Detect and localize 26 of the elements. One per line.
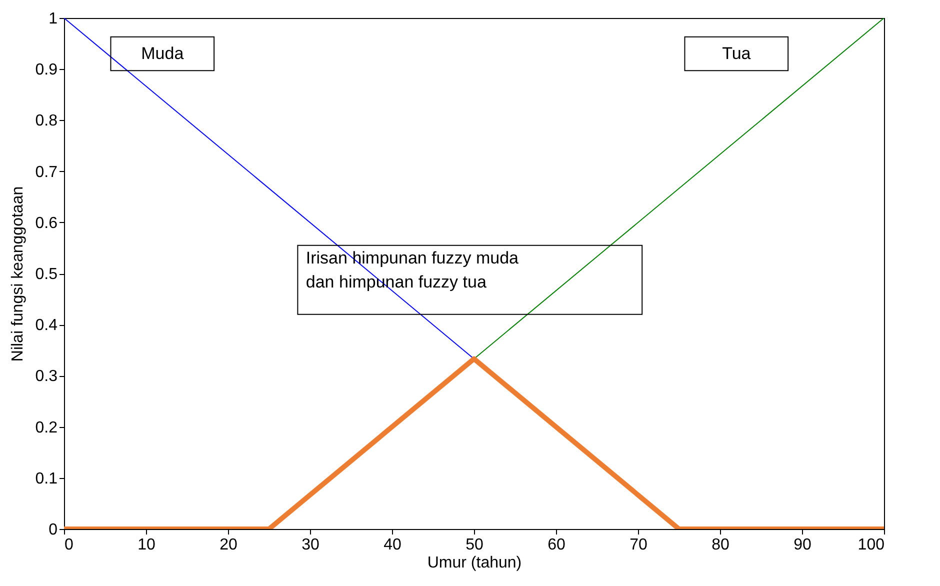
y-tick-label: 1: [48, 10, 58, 28]
y-tick-label: 0.5: [35, 266, 58, 283]
x-tick-label: 0: [64, 536, 74, 554]
x-tick-label: 10: [138, 536, 156, 554]
x-tick-label: 80: [712, 536, 730, 554]
x-tick-label: 40: [384, 536, 402, 554]
y-tick-label: 0.2: [35, 419, 58, 436]
y-tick-label: 0: [48, 522, 58, 538]
x-tick-label: 20: [220, 536, 238, 554]
x-tick-label: 30: [302, 536, 320, 554]
y-tick-label: 0.3: [35, 368, 58, 386]
text: Tua: [722, 44, 752, 63]
x-tick-label: 60: [548, 536, 566, 554]
y-tick-label: 0.4: [35, 317, 58, 334]
y-tick-label: 0.6: [35, 214, 58, 232]
x-tick-label: 50: [466, 536, 484, 554]
y-axis-title: Nilai fungsi keanggotaan: [9, 186, 26, 362]
x-tick-label: 100: [858, 536, 885, 554]
x-axis-title: Umur (tahun): [427, 554, 522, 572]
series-label: Muda: [141, 44, 184, 63]
x-tick-label: 70: [630, 536, 648, 554]
y-tick-label: 0.9: [35, 62, 58, 79]
y-tick-label: 0.8: [35, 112, 58, 130]
y-tick-label: 0.7: [35, 164, 58, 181]
y-tick-label: 0.1: [35, 470, 58, 488]
x-tick-label: 90: [794, 536, 812, 554]
